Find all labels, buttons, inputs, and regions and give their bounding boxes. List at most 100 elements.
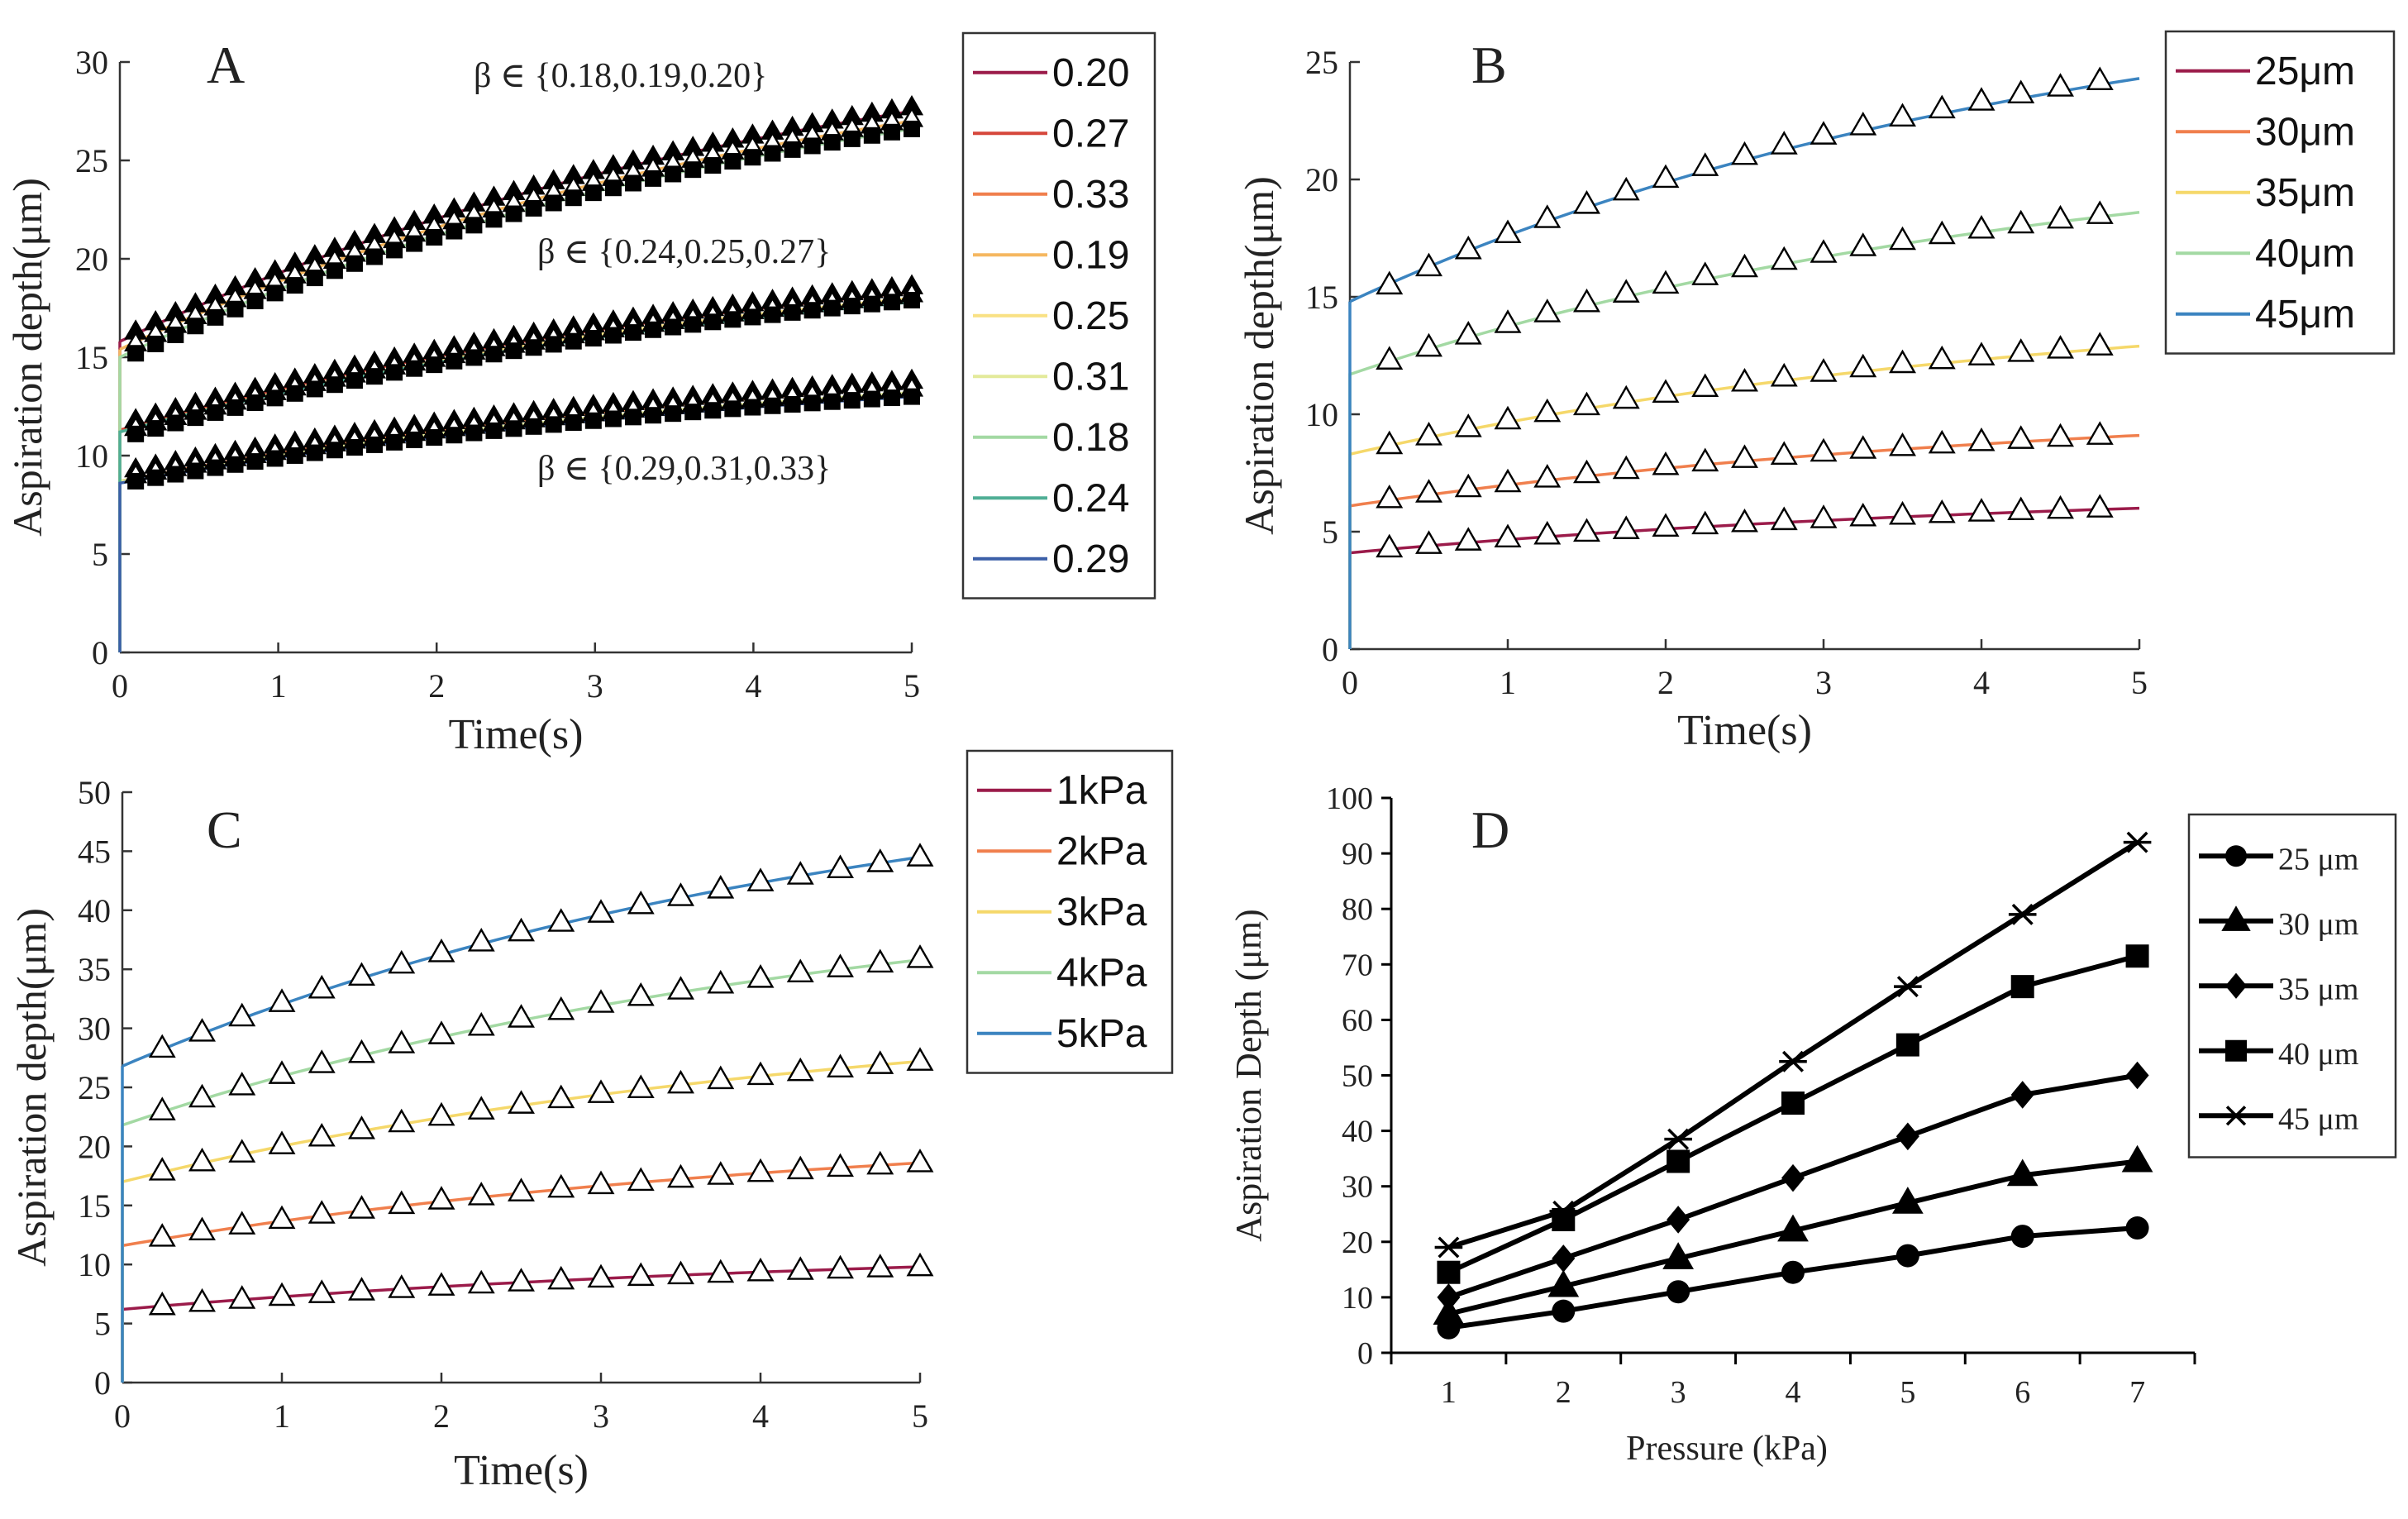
data-point bbox=[366, 368, 384, 385]
y-axis-title: Aspiration depth(μm) bbox=[4, 178, 50, 537]
panel-d: 0 10 20 30 40 50 60 70 80 90 100 1 2 3 4 5 6 7 Pressure (k… bbox=[1228, 781, 2397, 1468]
data-point bbox=[207, 308, 224, 326]
data-point bbox=[627, 890, 655, 915]
data-point bbox=[786, 1155, 814, 1180]
data-point bbox=[2086, 200, 2114, 224]
data-point bbox=[547, 996, 575, 1020]
data-point bbox=[188, 1147, 216, 1172]
data-point bbox=[1691, 373, 1719, 398]
data-point bbox=[1533, 398, 1562, 423]
data-point bbox=[786, 958, 814, 983]
data-point bbox=[1731, 444, 1758, 468]
x-tick-label: 1 bbox=[274, 1397, 290, 1435]
data-point bbox=[707, 1161, 735, 1185]
data-point bbox=[863, 390, 880, 408]
data-point bbox=[508, 1090, 535, 1114]
data-point bbox=[803, 394, 821, 412]
data-point bbox=[266, 389, 284, 407]
data-point bbox=[1889, 500, 1916, 525]
legend-label: 3kPa bbox=[1056, 891, 1147, 934]
data-point bbox=[1454, 473, 1482, 498]
legend-item: 30 μm bbox=[2199, 905, 2358, 942]
data-point bbox=[1652, 451, 1680, 475]
data-point bbox=[228, 1002, 256, 1027]
data-point bbox=[1895, 1122, 1919, 1151]
data-point bbox=[724, 311, 741, 328]
legend: 0.20 0.27 0.33 0.19 0.25 0.31 0.18 0.24 0.29 bbox=[961, 31, 1156, 599]
data-point bbox=[584, 330, 602, 347]
data-point bbox=[665, 405, 682, 423]
x-tick-label: 1 bbox=[270, 667, 287, 705]
data-point bbox=[465, 424, 483, 442]
data-point bbox=[1664, 1128, 1692, 1150]
data-point bbox=[1494, 468, 1522, 493]
legend-marker bbox=[2225, 845, 2247, 867]
x-tick-label: 4 bbox=[745, 667, 761, 705]
data-point bbox=[587, 989, 615, 1013]
data-point bbox=[1533, 520, 1562, 545]
legend-item: 0.27 bbox=[973, 112, 1129, 155]
data-point bbox=[627, 1262, 655, 1287]
data-point bbox=[624, 324, 641, 342]
series bbox=[1434, 831, 2152, 1259]
data-point bbox=[1967, 498, 1996, 522]
series bbox=[1437, 944, 2149, 1284]
data-point bbox=[1573, 459, 1600, 484]
data-point bbox=[386, 241, 403, 259]
data-point bbox=[505, 420, 522, 437]
x-tick-label: 2 bbox=[428, 667, 445, 705]
data-point bbox=[388, 1274, 416, 1298]
data-point bbox=[746, 964, 775, 988]
data-point bbox=[1849, 112, 1877, 136]
x-tick-label: 4 bbox=[1786, 1375, 1801, 1410]
data-point bbox=[764, 306, 781, 323]
data-point bbox=[744, 308, 761, 326]
data-point bbox=[707, 1065, 735, 1090]
data-point bbox=[2007, 338, 2035, 362]
legend-label: 25 μm bbox=[2278, 842, 2358, 877]
legend-item: 40μm bbox=[2176, 232, 2355, 275]
data-point bbox=[467, 1096, 495, 1120]
y-tick-label: 10 bbox=[1305, 396, 1338, 433]
data-point bbox=[2047, 204, 2074, 229]
data-point bbox=[446, 427, 463, 444]
series-line bbox=[121, 1265, 921, 1383]
data-point bbox=[187, 462, 204, 480]
data-point bbox=[467, 1269, 495, 1294]
data-point bbox=[226, 456, 244, 473]
data-point bbox=[326, 442, 343, 459]
legend-item: 0.31 bbox=[973, 355, 1129, 399]
panel-a: 0 5 10 15 20 25 30 0 1 2 3 4 5 Time(s) Aspiration dept… bbox=[4, 31, 1156, 758]
y-tick-label: 45 bbox=[78, 833, 111, 870]
data-point bbox=[406, 431, 423, 448]
data-point bbox=[167, 326, 184, 343]
data-point bbox=[684, 404, 702, 421]
data-point bbox=[2047, 335, 2074, 359]
x-axis-title: Time(s) bbox=[449, 711, 584, 758]
data-point bbox=[547, 1265, 575, 1290]
legend-label: 0.29 bbox=[1052, 537, 1129, 581]
data-point bbox=[704, 313, 722, 331]
data-point bbox=[388, 1108, 416, 1133]
data-point bbox=[2047, 494, 2074, 519]
marker-series bbox=[148, 1149, 934, 1247]
data-point bbox=[525, 339, 542, 356]
data-point bbox=[667, 1163, 694, 1188]
x-tick-label: 4 bbox=[1973, 664, 1990, 701]
data-point bbox=[2007, 425, 2035, 449]
legend-label: 0.18 bbox=[1052, 416, 1129, 460]
data-point bbox=[2086, 66, 2114, 91]
data-point bbox=[1612, 385, 1640, 409]
data-point bbox=[266, 284, 284, 302]
data-point bbox=[1549, 1200, 1578, 1222]
marker-series bbox=[148, 843, 934, 1058]
data-point bbox=[426, 228, 443, 246]
data-point bbox=[426, 429, 443, 447]
legend-label: 4kPa bbox=[1056, 951, 1147, 995]
data-point bbox=[167, 466, 184, 483]
data-point bbox=[704, 402, 722, 419]
data-point bbox=[827, 953, 854, 977]
data-point bbox=[525, 418, 542, 435]
data-point bbox=[1928, 499, 1956, 523]
